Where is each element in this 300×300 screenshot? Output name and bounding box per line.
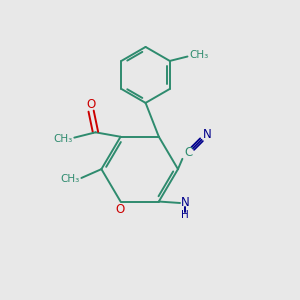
Text: CH₃: CH₃ xyxy=(189,50,208,60)
Text: CH₃: CH₃ xyxy=(61,174,80,184)
Text: N: N xyxy=(202,128,211,141)
Text: CH₃: CH₃ xyxy=(53,134,73,144)
Text: H: H xyxy=(182,210,189,220)
Text: O: O xyxy=(115,203,124,216)
Text: C: C xyxy=(185,146,193,159)
Text: N: N xyxy=(181,196,190,208)
Text: O: O xyxy=(86,98,95,111)
